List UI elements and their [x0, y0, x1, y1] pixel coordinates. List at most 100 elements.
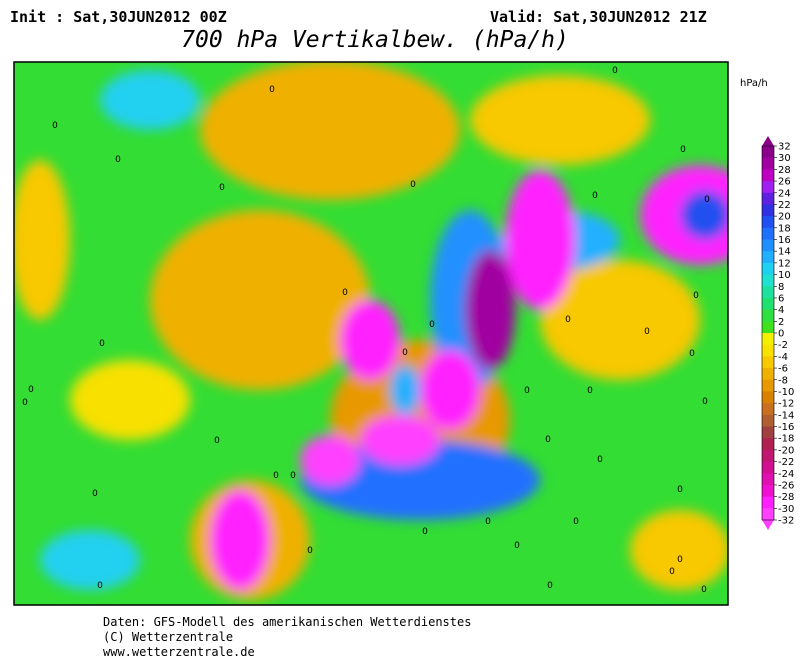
colorbar-band	[762, 262, 774, 276]
contour-label: 0	[693, 291, 699, 301]
contour-label: 0	[587, 386, 593, 396]
contour-label: 0	[99, 339, 105, 349]
colorbar-tick-label: 2	[778, 317, 784, 328]
colorbar-tick-label: -6	[778, 364, 788, 375]
colorbar-band	[762, 391, 774, 404]
colorbar-band	[762, 333, 774, 346]
colorbar-band	[762, 227, 774, 240]
contour-label: 0	[612, 66, 618, 76]
colorbar-tick-label: -10	[778, 387, 794, 398]
colorbar-tick-label: 4	[778, 305, 784, 316]
contour-label: 0	[307, 546, 313, 556]
colorbar-tick-label: 10	[778, 270, 791, 281]
colorbar-tick-label: 16	[778, 235, 791, 246]
contour-label: 0	[704, 195, 710, 205]
colorbar-band	[762, 508, 774, 521]
contour-label: 0	[422, 527, 428, 537]
colorbar-tick-label: -30	[778, 504, 794, 515]
colorbar-tick-label: -16	[778, 422, 794, 433]
colorbar-tick-label: 6	[778, 293, 784, 304]
contour-label: 0	[702, 397, 708, 407]
colorbar-tick-label: 22	[778, 200, 791, 211]
contour-label: 0	[701, 585, 707, 595]
colorbar-band	[762, 379, 774, 392]
colorbar-tick-label: -22	[778, 457, 794, 468]
colorbar-tick-label: 30	[778, 153, 791, 164]
contour-label: 0	[115, 155, 121, 165]
contour-label: 0	[547, 581, 553, 591]
colorbar-tick-label: -20	[778, 445, 794, 456]
colorbar-band	[762, 438, 774, 451]
colorbar-band	[762, 344, 774, 357]
colorbar-band	[762, 403, 774, 416]
colorbar-band	[762, 449, 774, 463]
contour-label: 0	[565, 315, 571, 325]
colorbar: 32302826242220181614121086420-2-4-6-8-10…	[761, 136, 794, 530]
contour-label: 0	[545, 435, 551, 445]
map-frame	[13, 61, 729, 606]
colorbar-tick-label: 12	[778, 258, 791, 269]
colorbar-tick-label: 24	[778, 188, 791, 199]
contour-label: 0	[219, 183, 225, 193]
contour-label: 0	[429, 320, 435, 330]
footer-line: (C) Wetterzentrale	[103, 630, 233, 644]
colorbar-band	[762, 368, 774, 381]
colorbar-band	[762, 239, 774, 252]
footer-line: www.wetterzentrale.de	[103, 645, 255, 659]
colorbar-tick-label: -26	[778, 480, 794, 491]
contour-label: 0	[28, 385, 34, 395]
colorbar-tick-label: -24	[778, 469, 794, 480]
colorbar-band	[762, 204, 774, 217]
colorbar-band	[762, 146, 774, 159]
colorbar-tick-label: 18	[778, 223, 791, 234]
contour-label: 0	[689, 349, 695, 359]
contour-label: 0	[342, 288, 348, 298]
contour-label: 0	[592, 191, 598, 201]
contour-label: 0	[677, 555, 683, 565]
contour-label: 0	[92, 489, 98, 499]
init-time: Init : Sat,30JUN2012 00Z	[10, 8, 227, 26]
colorbar-tick-label: 20	[778, 212, 791, 223]
contour-label: 0	[573, 517, 579, 527]
colorbar-tick-label: 28	[778, 165, 791, 176]
contour-label: 0	[410, 180, 416, 190]
colorbar-tick-label: -2	[778, 340, 788, 351]
colorbar-band	[762, 309, 774, 322]
contour-label: 0	[524, 386, 530, 396]
footer-line: Daten: GFS-Modell des amerikanischen Wet…	[103, 615, 471, 629]
colorbar-tick-label: -28	[778, 492, 794, 503]
contour-label: 0	[97, 581, 103, 591]
colorbar-tick-label: -18	[778, 434, 794, 445]
colorbar-tick-label: -4	[778, 352, 788, 363]
colorbar-tick-label: -14	[778, 410, 794, 421]
colorbar-band	[762, 484, 774, 498]
colorbar-band	[762, 157, 774, 170]
colorbar-tick-label: -8	[778, 375, 788, 386]
colorbar-unit: hPa/h	[740, 78, 768, 89]
colorbar-tick-label: 32	[778, 142, 791, 153]
colorbar-cap	[762, 136, 774, 146]
valid-time: Valid: Sat,30JUN2012 21Z	[490, 8, 707, 26]
contour-label: 0	[214, 436, 220, 446]
colorbar-band	[762, 216, 774, 229]
colorbar-tick-label: 26	[778, 177, 791, 188]
contour-label: 0	[273, 471, 279, 481]
colorbar-band	[762, 169, 774, 182]
contour-label: 0	[52, 121, 58, 131]
colorbar-band	[762, 321, 774, 334]
contour-label: 0	[485, 517, 491, 527]
colorbar-tick-label: 14	[778, 247, 791, 258]
map-title: 700 hPa Vertikalbew. (hPa/h)	[181, 27, 569, 53]
contour-label: 0	[680, 145, 686, 155]
contour-label: 0	[644, 327, 650, 337]
colorbar-tick-label: -12	[778, 399, 794, 410]
colorbar-tick-label: -32	[778, 516, 794, 527]
contour-label: 0	[290, 471, 296, 481]
colorbar-band	[762, 286, 774, 299]
map-field	[14, 62, 728, 605]
colorbar-band	[762, 414, 774, 427]
colorbar-cap	[762, 520, 774, 530]
colorbar-tick-label: 0	[778, 329, 784, 340]
colorbar-band	[762, 274, 774, 287]
